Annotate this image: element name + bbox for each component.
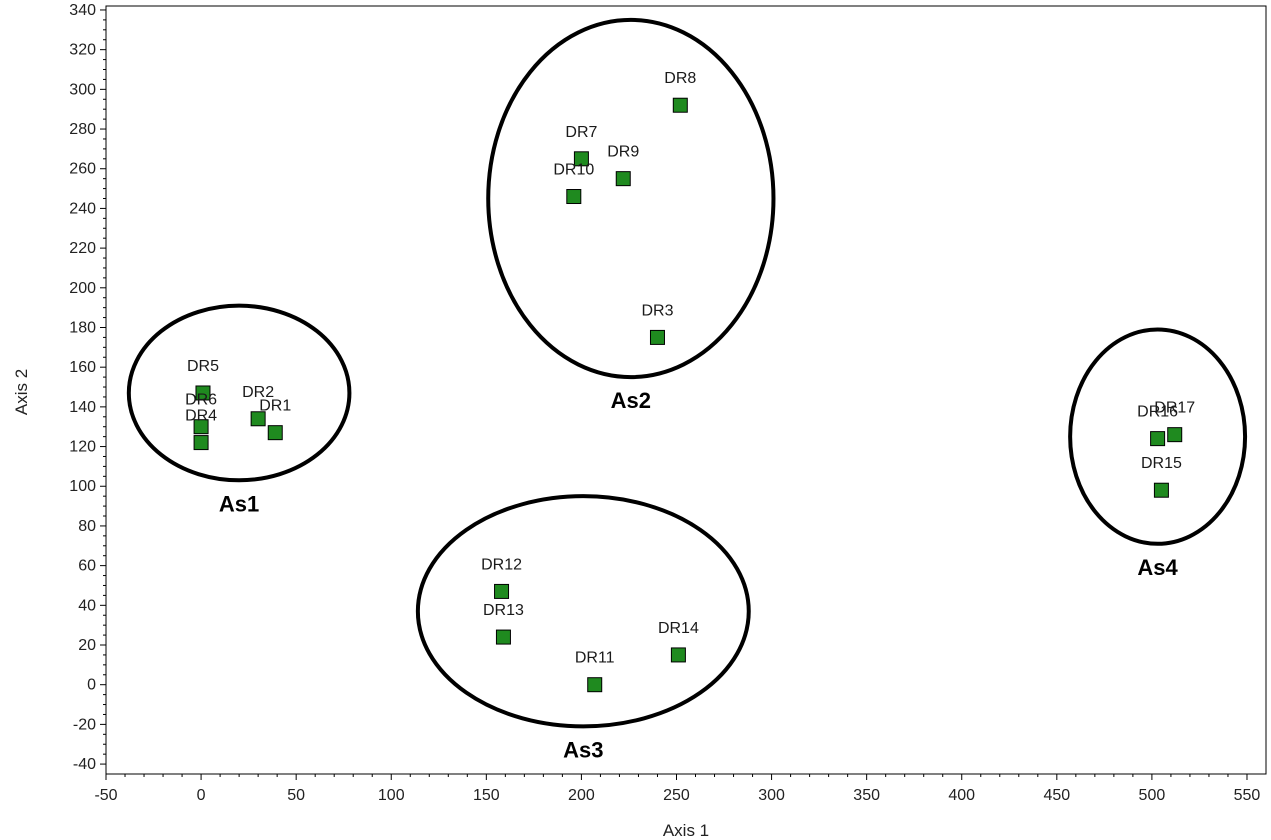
y-tick-label: 100 (69, 478, 96, 495)
point-label: DR5 (187, 358, 219, 375)
point-label: DR3 (641, 302, 673, 319)
y-tick-label: 0 (87, 677, 96, 694)
data-point (670, 647, 686, 663)
cluster-label: As4 (1137, 555, 1178, 580)
axes: -50 0 50 100 150 200 250 300 350 400 450 500 550-40-… (69, 2, 1267, 804)
data-point (267, 425, 283, 441)
cluster-group: As1 As2 As3 As4 (126, 17, 1248, 762)
y-tick-label: 280 (69, 121, 96, 138)
point-label: DR6 (185, 392, 217, 409)
data-point (615, 171, 631, 187)
x-tick-label: 350 (853, 787, 880, 804)
y-tick-label: 60 (78, 558, 96, 575)
cluster-label: As2 (611, 388, 651, 413)
y-tick-label: -40 (73, 756, 96, 773)
point-label: DR17 (1154, 400, 1195, 417)
x-tick-label: 0 (197, 787, 206, 804)
x-axis-title: Axis 1 (663, 821, 709, 840)
point-label: DR15 (1141, 455, 1182, 472)
point-label: DR12 (481, 556, 522, 573)
y-axis-title: Axis 2 (12, 369, 31, 415)
point-label: DR11 (575, 650, 615, 667)
y-tick-label: 40 (78, 597, 96, 614)
y-tick-label: 20 (78, 637, 96, 654)
cluster-label: As1 (219, 491, 259, 516)
x-tick-label: 100 (378, 787, 405, 804)
x-tick-label: -50 (94, 787, 117, 804)
data-point (193, 419, 209, 435)
y-tick-label: 200 (69, 280, 96, 297)
point-label: DR13 (483, 602, 524, 619)
point-label: DR4 (185, 408, 217, 425)
x-tick-label: 450 (1043, 787, 1070, 804)
point-label: DR7 (565, 124, 597, 141)
cluster-ellipse (415, 494, 751, 729)
data-point (1167, 427, 1183, 443)
point-label: DR8 (664, 70, 696, 87)
y-tick-label: 80 (78, 518, 96, 535)
x-tick-label: 550 (1234, 787, 1261, 804)
point-label: DR1 (259, 398, 291, 415)
cluster-ellipse (486, 17, 776, 380)
data-point (195, 385, 211, 401)
data-points (193, 97, 1183, 693)
data-point (193, 435, 209, 451)
y-tick-label: 220 (69, 240, 96, 257)
data-point (672, 97, 688, 113)
x-tick-label: 300 (758, 787, 785, 804)
data-point (649, 329, 665, 345)
y-tick-label: 140 (69, 399, 96, 416)
y-tick-label: 240 (69, 200, 96, 217)
data-point (587, 677, 603, 693)
point-label: DR10 (553, 162, 594, 179)
point-label: DR16 (1137, 404, 1178, 421)
data-point (494, 583, 510, 599)
point-label: DR14 (658, 620, 699, 637)
y-tick-label: 300 (69, 81, 96, 98)
x-tick-label: 400 (948, 787, 975, 804)
cluster-ellipse (126, 303, 352, 483)
point-label: DR9 (607, 144, 639, 161)
y-tick-label: 160 (69, 359, 96, 376)
point-label: DR2 (242, 384, 274, 401)
data-point (1150, 431, 1166, 447)
data-point (495, 629, 511, 645)
y-tick-label: 340 (69, 2, 96, 19)
y-tick-label: 320 (69, 42, 96, 59)
x-tick-label: 200 (568, 787, 595, 804)
data-point (250, 411, 266, 427)
x-tick-label: 500 (1139, 787, 1166, 804)
x-tick-label: 250 (663, 787, 690, 804)
y-tick-label: 180 (69, 319, 96, 336)
y-tick-label: 120 (69, 439, 96, 456)
data-point (573, 151, 589, 167)
plot-frame (105, 5, 1267, 775)
cluster-ellipse (1068, 327, 1248, 546)
x-tick-label: 150 (473, 787, 500, 804)
y-tick-label: -20 (73, 716, 96, 733)
data-point (1153, 482, 1169, 498)
data-point (566, 189, 582, 205)
y-tick-label: 260 (69, 161, 96, 178)
cluster-label: As3 (563, 737, 603, 762)
x-tick-label: 50 (287, 787, 305, 804)
